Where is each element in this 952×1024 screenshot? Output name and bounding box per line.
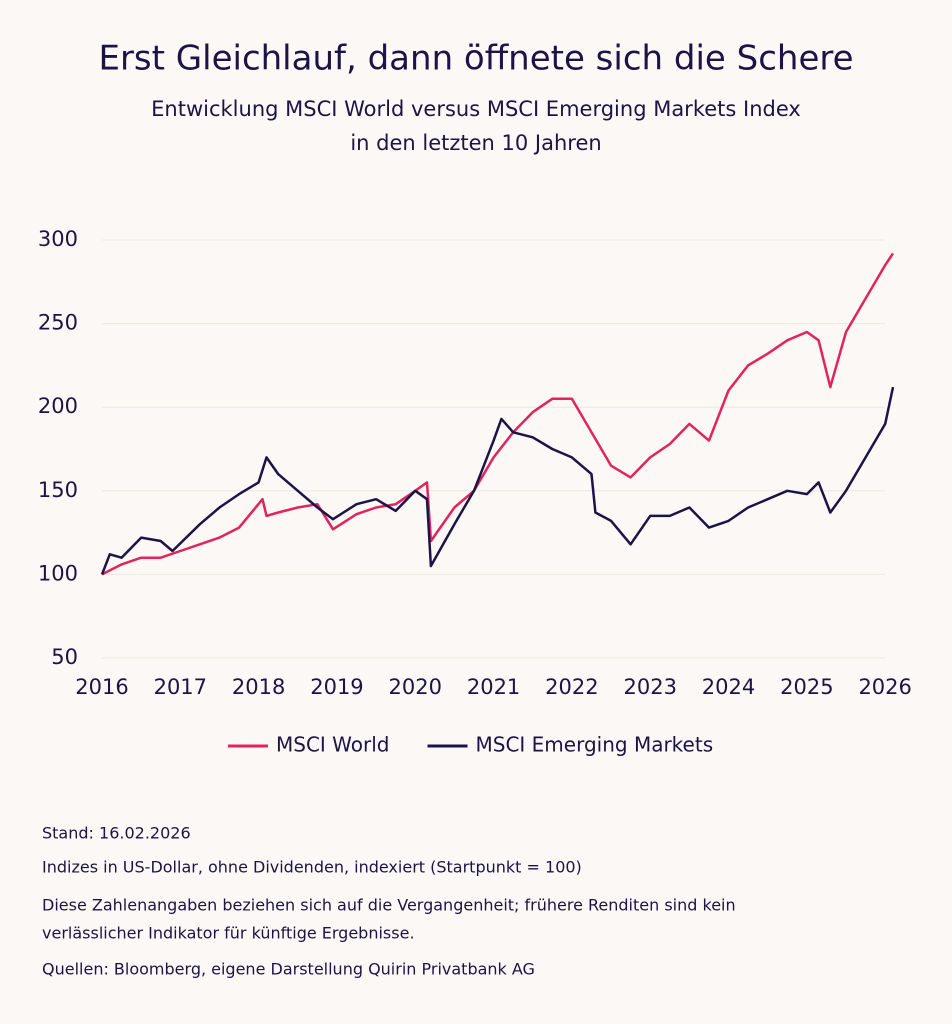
- y-tick-label: 100: [38, 561, 78, 585]
- x-tick-label: 2024: [702, 675, 755, 699]
- x-tick-label: 2020: [389, 675, 442, 699]
- x-tick-label: 2017: [154, 675, 207, 699]
- footnote: Stand: 16.02.2026: [42, 824, 191, 843]
- footnote: Indizes in US-Dollar, ohne Dividenden, i…: [42, 858, 582, 877]
- footnote: verlässlicher Indikator für künftige Erg…: [42, 924, 415, 943]
- chart-subtitle: Entwicklung MSCI World versus MSCI Emerg…: [151, 97, 801, 121]
- series-line: [101, 252, 895, 576]
- x-tick-label: 2021: [467, 675, 520, 699]
- chart-subtitle: in den letzten 10 Jahren: [350, 131, 601, 155]
- y-tick-label: 250: [38, 311, 78, 335]
- y-tick-label: 200: [38, 394, 78, 418]
- x-tick-label: 2016: [75, 675, 128, 699]
- chart-title: Erst Gleichlauf, dann öffnete sich die S…: [98, 39, 853, 79]
- x-tick-label: 2019: [310, 675, 363, 699]
- y-tick-label: 50: [51, 645, 78, 669]
- x-tick-label: 2018: [232, 675, 285, 699]
- x-tick-label: 2022: [545, 675, 598, 699]
- x-tick-label: 2023: [623, 675, 676, 699]
- x-tick-label: 2025: [780, 675, 833, 699]
- legend-label: MSCI Emerging Markets: [476, 733, 714, 757]
- y-tick-label: 150: [38, 478, 78, 502]
- footnote: Quellen: Bloomberg, eigene Darstellung Q…: [42, 960, 535, 979]
- footnote: Diese Zahlenangaben beziehen sich auf di…: [42, 896, 736, 915]
- x-tick-label: 2026: [858, 675, 911, 699]
- series-line: [100, 386, 895, 575]
- y-tick-label: 300: [38, 227, 78, 251]
- legend-label: MSCI World: [276, 733, 390, 757]
